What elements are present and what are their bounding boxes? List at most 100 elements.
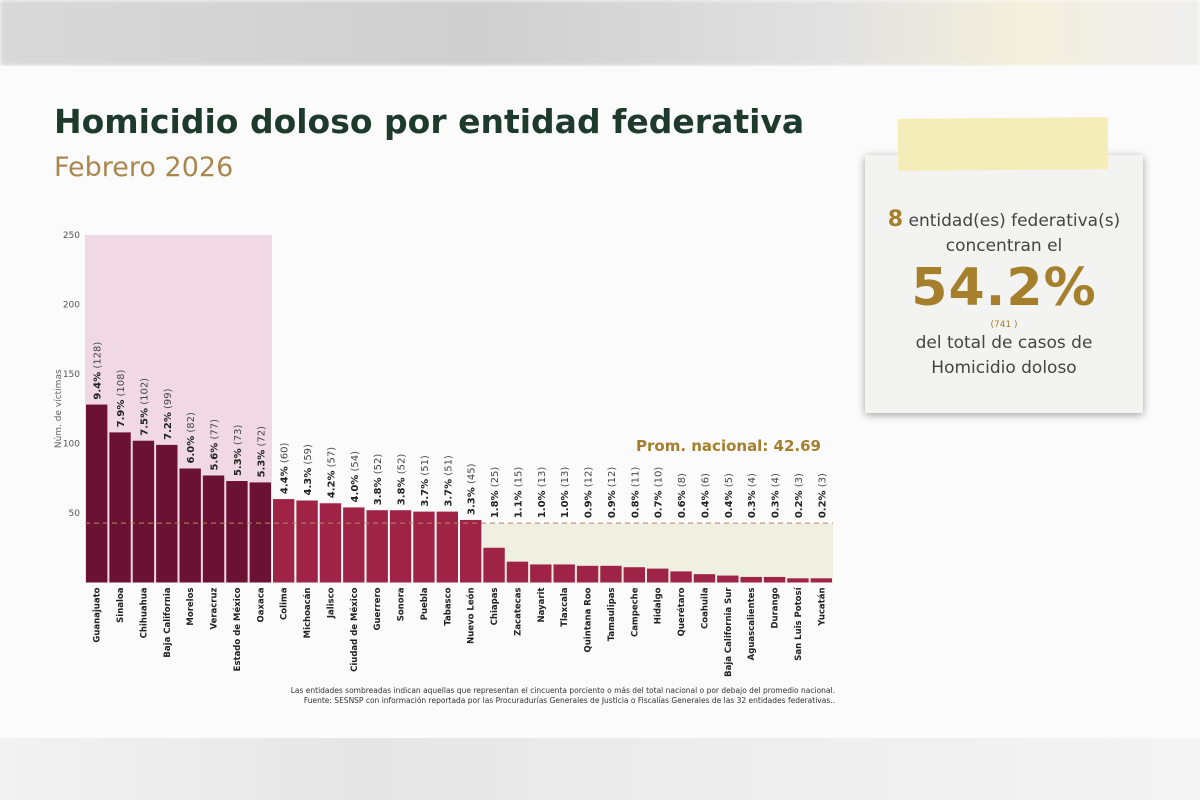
card-line-4: Homicidio doloso	[931, 358, 1077, 378]
x-tick-label: Tamaulipas	[607, 588, 617, 642]
data-label: 3.8% (52)	[397, 454, 408, 506]
data-label: 0.4% (6)	[700, 473, 711, 518]
bar	[530, 564, 552, 583]
x-tick-label: Campeche	[630, 587, 640, 637]
data-label: 0.8% (11)	[630, 467, 641, 519]
footnote-line-1: Las entidades sombreadas indican aquella…	[290, 686, 835, 695]
bar	[576, 565, 599, 583]
bar	[319, 503, 342, 583]
data-label: 7.2% (99)	[163, 388, 174, 440]
bar	[600, 565, 622, 583]
bar	[296, 500, 318, 583]
data-label: 4.0% (54)	[350, 451, 361, 503]
data-label: 9.4% (128)	[93, 342, 104, 400]
bar	[740, 576, 762, 583]
card-count-text: entidad(es) federativa(s)	[903, 211, 1121, 231]
card-line-2: concentran el	[945, 236, 1063, 256]
y-tick-label: 200	[63, 301, 80, 311]
data-label: 0.7% (10)	[654, 467, 665, 519]
data-label: 0.3% (4)	[747, 473, 758, 518]
data-label: 1.0% (13)	[560, 467, 571, 519]
bar	[460, 519, 482, 583]
average-label: Prom. nacional: 42.69	[636, 437, 821, 455]
bar	[86, 404, 108, 583]
bar	[109, 432, 131, 583]
bar	[483, 547, 505, 583]
data-label: 1.0% (13)	[537, 467, 548, 519]
data-label: 0.2% (3)	[817, 473, 828, 518]
x-tick-label: Morelos	[186, 588, 196, 626]
bar	[693, 574, 716, 583]
x-tick-label: Guanajuato	[93, 587, 103, 642]
bar	[413, 511, 435, 583]
bar	[343, 507, 365, 583]
data-label: 4.4% (60)	[280, 443, 291, 495]
blurred-header	[0, 0, 1200, 66]
bar	[226, 481, 248, 583]
x-tick-label: Durango	[771, 587, 781, 628]
y-axis-label: Núm. de víctimas	[54, 369, 64, 448]
card-cases: (741 )	[990, 320, 1018, 330]
bar	[179, 468, 201, 583]
x-tick-label: Michoacán	[303, 588, 313, 639]
card-count: 8	[887, 207, 904, 232]
x-tick-label: Oaxaca	[256, 587, 266, 622]
x-tick-label: Quintana Roo	[584, 587, 594, 652]
data-label: 0.3% (4)	[771, 473, 782, 518]
bar	[553, 564, 575, 583]
data-label: 5.6% (77)	[210, 419, 221, 471]
x-tick-label: Sonora	[397, 587, 407, 621]
bar	[273, 499, 295, 583]
x-tick-label: Jalisco	[326, 587, 336, 619]
data-label: 7.5% (102)	[139, 378, 150, 436]
summary-card: 8 entidad(es) federativa(s) concentran e…	[865, 155, 1143, 413]
x-tick-label: Hidalgo	[654, 587, 664, 624]
bar	[810, 578, 832, 583]
x-tick-label: Yucatán	[817, 588, 827, 627]
footnote: Las entidades sombreadas indican aquella…	[291, 686, 835, 706]
data-label: 3.7% (51)	[420, 455, 431, 507]
x-tick-label: Colima	[280, 587, 290, 620]
bar	[787, 578, 809, 583]
data-label: 1.1% (15)	[513, 467, 524, 519]
bar	[132, 440, 155, 583]
y-tick-label: 150	[63, 370, 80, 380]
card-percent: 54.2%	[911, 258, 1097, 318]
tape-decoration	[897, 117, 1109, 171]
x-tick-label: Ciudad de México	[349, 587, 360, 672]
data-label: 4.2% (57)	[326, 447, 337, 499]
data-label: 0.9% (12)	[584, 467, 595, 519]
x-tick-label: Chiapas	[490, 588, 500, 626]
x-tick-label: Tlaxcala	[560, 587, 570, 627]
bar	[506, 561, 529, 583]
x-tick-label: Estado de México	[232, 587, 243, 671]
footnote-source: Fuente: SESNSP con información reportada…	[303, 696, 835, 705]
data-label: 0.4% (5)	[724, 473, 735, 518]
card-line-1: 8 entidad(es) federativa(s)	[865, 207, 1143, 232]
x-tick-label: Baja California Sur	[724, 587, 734, 677]
data-label: 5.3% (72)	[256, 426, 267, 478]
data-label: 0.6% (8)	[677, 473, 688, 518]
data-label: 3.7% (51)	[443, 455, 454, 507]
x-tick-label: Guerrero	[373, 587, 383, 630]
bar	[366, 510, 388, 583]
bar	[436, 511, 458, 583]
x-tick-label: San Luis Potosí	[794, 586, 804, 660]
y-tick-label: 250	[63, 231, 80, 241]
bar	[647, 568, 669, 583]
x-tick-label: Nuevo León	[466, 588, 477, 644]
data-label: 6.0% (82)	[186, 412, 197, 464]
data-label: 0.9% (12)	[607, 467, 618, 519]
data-label: 0.2% (3)	[794, 473, 805, 518]
bar	[717, 575, 739, 583]
card-line-3: del total de casos de	[915, 333, 1093, 353]
bar	[623, 567, 645, 583]
bar	[763, 576, 786, 583]
x-tick-label: Querétaro	[676, 587, 687, 636]
page-subtitle: Febrero 2026	[54, 152, 234, 183]
x-tick-label: Aguascalientes	[747, 588, 757, 661]
data-label: 3.3% (45)	[467, 463, 478, 515]
x-tick-label: Zacatecas	[513, 588, 523, 636]
x-tick-label: Puebla	[420, 587, 430, 620]
